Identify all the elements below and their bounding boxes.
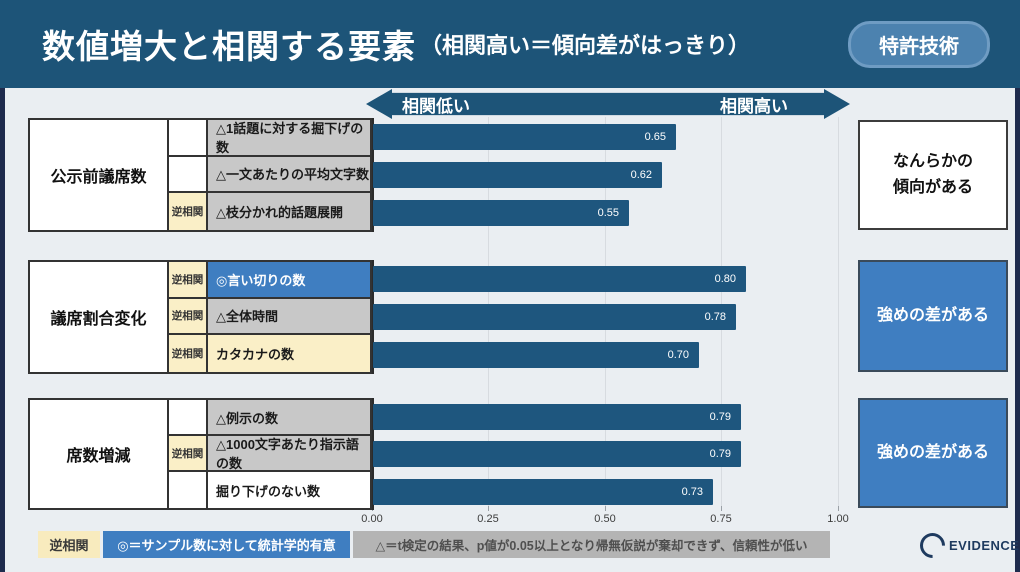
factor-row: 逆相関 ◎言い切りの数 [169,262,370,299]
axis-tick [488,506,489,511]
logo-c-ring-icon [914,527,951,564]
factor-row: 掘り下げのない数 [169,472,370,508]
axis-tick [838,506,839,511]
correlation-bar: 0.70 [373,342,699,368]
correlation-axis-banner: 相関低い 相関高い [366,89,850,119]
factor-label: △一文あたりの平均文字数 [208,156,370,192]
legend-statistically-significant: ◎＝サンプル数に対して統計学的有意 [103,531,350,558]
correlation-bar: 0.80 [373,266,746,292]
group-label: 議席割合変化 [30,262,169,372]
inverse-correlation-tag: 逆相関 [169,335,208,372]
factor-group-table: 席数増減 △例示の数 逆相関 △1000文字あたり指示語の数 掘り下げのない数 [28,398,372,510]
inverse-correlation-tag [169,156,208,192]
correlation-bar: 0.73 [373,479,713,505]
bar-value-label: 0.73 [681,486,703,498]
correlation-bar: 0.78 [373,304,736,330]
header: 数値増大と相関する要素 （相関高い＝傾向差がはっきり） 特許技術 [0,0,1020,88]
page-subtitle: （相関高い＝傾向差がはっきり） [420,33,751,58]
bar-value-label: 0.70 [667,349,689,361]
factor-row: 逆相関 △枝分かれ的話題展開 [169,193,370,230]
bar-value-label: 0.65 [644,131,666,143]
factor-label: カタカナの数 [208,335,370,372]
inverse-correlation-tag [169,400,208,434]
factor-label: △全体時間 [208,298,370,334]
gridline [838,117,839,507]
group-label: 公示前議席数 [30,120,169,230]
legend-triangle-note: △＝t検定の結果、p値が0.05以上となり帰無仮説が棄却できず、信頼性が低い [353,531,830,558]
inverse-correlation-tag [169,120,208,155]
inverse-correlation-tag: 逆相関 [169,298,208,334]
factor-row: 逆相関 カタカナの数 [169,335,370,372]
bar-value-label: 0.55 [597,207,619,219]
axis-high-label: 相関高い [720,96,788,116]
axis-tick-label: 0.25 [477,513,499,525]
left-edge-bar [0,88,5,572]
factor-label: 掘り下げのない数 [208,472,370,508]
factor-label: ◎言い切りの数 [208,262,370,297]
axis-tick-label: 1.00 [827,513,849,525]
conclusion-box: 強めの差がある [858,260,1008,372]
factor-row: 逆相関 △全体時間 [169,298,370,336]
inverse-correlation-tag: 逆相関 [169,193,208,230]
axis-tick [605,506,606,511]
axis-tick-label: 0.50 [594,513,616,525]
conclusion-box: なんらかの 傾向がある [858,120,1008,230]
factor-group-table: 議席割合変化 逆相関 ◎言い切りの数 逆相関 △全体時間 逆相関 カタカナの数 [28,260,372,374]
axis-tick-label: 0.75 [710,513,732,525]
axis-low-label: 相関低い [402,96,470,116]
bar-value-label: 0.79 [709,411,731,423]
correlation-bar: 0.79 [373,441,741,467]
factor-row: △例示の数 [169,400,370,436]
factor-row: △1話題に対する掘下げの数 [169,120,370,157]
bar-value-label: 0.80 [714,273,736,285]
correlation-bar: 0.55 [373,200,629,226]
factor-row: △一文あたりの平均文字数 [169,156,370,194]
bar-value-label: 0.79 [709,448,731,460]
inverse-correlation-tag [169,472,208,508]
correlation-bar: 0.62 [373,162,662,188]
group-label: 席数増減 [30,400,169,508]
factor-label: △1話題に対する掘下げの数 [208,120,370,155]
factor-group-table: 公示前議席数 △1話題に対する掘下げの数 △一文あたりの平均文字数 逆相関 △枝… [28,118,372,232]
correlation-bar: 0.65 [373,124,676,150]
patent-badge: 特許技術 [848,20,990,68]
factor-label: △例示の数 [208,400,370,434]
right-edge-bar [1015,88,1020,572]
factor-row: 逆相関 △1000文字あたり指示語の数 [169,436,370,472]
correlation-bar: 0.79 [373,404,741,430]
inverse-correlation-tag: 逆相関 [169,436,208,470]
axis-tick [721,506,722,511]
axis-tick-label: 0.00 [361,513,383,525]
inverse-correlation-tag: 逆相関 [169,262,208,297]
evidence-logo: EVIDENCE [914,527,1020,564]
page-title: 数値増大と相関する要素 [42,28,416,65]
bar-value-label: 0.62 [630,169,652,181]
legend-inverse-correlation: 逆相関 [38,531,100,558]
conclusion-box: 強めの差がある [858,398,1008,508]
factor-label: △枝分かれ的話題展開 [208,193,370,230]
factor-label: △1000文字あたり指示語の数 [208,436,370,471]
bar-value-label: 0.78 [704,311,726,323]
logo-text: EVIDENCE [949,538,1020,553]
